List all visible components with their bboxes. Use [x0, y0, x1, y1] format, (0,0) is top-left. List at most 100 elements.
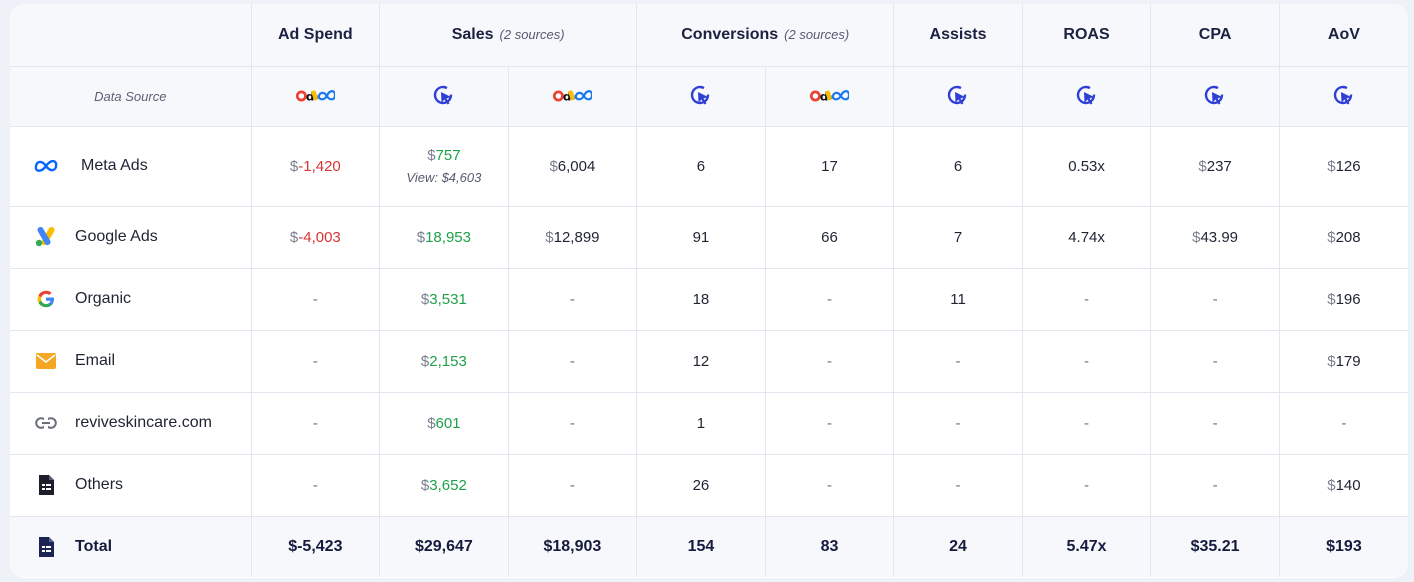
cell-ad-spend: $-1,420	[251, 126, 381, 207]
google-icon	[34, 287, 58, 311]
sales-value: 601	[435, 414, 461, 432]
currency-symbol: $	[1327, 157, 1336, 175]
ad-spend-value: -1,420	[298, 157, 341, 175]
tracker-source-icon	[946, 84, 970, 108]
aov-value: 196	[1335, 290, 1361, 308]
cell-sales: $601	[379, 392, 509, 455]
cell-sales-platform: $12,899	[508, 206, 638, 269]
cell-sales-platform: -	[508, 454, 638, 517]
channel-cell: Email	[10, 330, 252, 393]
header-conversions[interactable]: Conversions (2 sources)	[636, 4, 895, 67]
source-ad-spend	[251, 66, 381, 127]
table-row-others[interactable]: Others - $3,652 - 26 - - - - $140	[10, 454, 1408, 517]
channel-name: Google Ads	[75, 228, 158, 245]
attribution-table-card: Ad Spend Sales (2 sources) Conversions (2 …	[10, 4, 1408, 578]
aov-value: 208	[1335, 228, 1361, 246]
table-row-referral[interactable]: reviveskincare.com - $601 - 1 - - - - -	[10, 392, 1408, 455]
table-row-organic[interactable]: Organic - $3,531 - 18 - 11 - - $196	[10, 268, 1408, 331]
cell-sales-platform: -	[508, 392, 638, 455]
cell-aov: -	[1279, 392, 1408, 455]
cell-conversions: 1	[636, 392, 766, 455]
currency-symbol: $	[1327, 352, 1336, 370]
cell-assists: 6	[893, 126, 1023, 207]
header-roas[interactable]: ROAS	[1022, 4, 1152, 67]
table-row-email[interactable]: Email - $2,153 - 12 - - - - $179	[10, 330, 1408, 393]
tracker-source-icon	[1203, 84, 1227, 108]
sales-value: 3,652	[429, 476, 467, 494]
total-assists: 24	[893, 516, 1023, 577]
sales-value: 3,531	[429, 290, 467, 308]
cell-conversions: 6	[636, 126, 766, 207]
ad-spend-value: -4,003	[298, 228, 341, 246]
sales-view-value: View: $4,603	[406, 170, 482, 185]
cell-conversions-platform: 66	[765, 206, 895, 269]
cell-roas: -	[1022, 330, 1152, 393]
google-ads-icon	[34, 225, 58, 249]
currency-symbol: $	[1192, 228, 1201, 246]
cell-conversions-platform: -	[765, 454, 895, 517]
cell-sales: $3,652	[379, 454, 509, 517]
cell-sales: $2,153	[379, 330, 509, 393]
header-conversions-label: Conversions	[681, 25, 779, 43]
header-aov[interactable]: AoV	[1279, 4, 1408, 67]
document-icon	[34, 535, 58, 559]
cell-conversions-platform: -	[765, 392, 895, 455]
email-icon	[34, 349, 58, 373]
channel-cell: Meta Ads	[10, 126, 252, 207]
currency-symbol: $	[1327, 476, 1336, 494]
sales-value: 18,953	[425, 228, 471, 246]
cell-sales-platform: $6,004	[508, 126, 638, 207]
cell-roas: -	[1022, 268, 1152, 331]
cell-roas: -	[1022, 392, 1152, 455]
cell-ad-spend: $-4,003	[251, 206, 381, 269]
cell-conversions-platform: -	[765, 330, 895, 393]
cell-conversions: 18	[636, 268, 766, 331]
cell-sales-platform: -	[508, 268, 638, 331]
table-row-meta-ads[interactable]: Meta Ads $-1,420 $757 View: $4,603 $6,004…	[10, 126, 1408, 207]
total-conversions: 154	[636, 516, 766, 577]
tracker-source-icon	[1332, 84, 1356, 108]
cell-cpa: -	[1150, 454, 1280, 517]
channel-cell: Others	[10, 454, 252, 517]
cell-assists: -	[893, 392, 1023, 455]
cell-conversions-platform: 17	[765, 126, 895, 207]
source-conv-tracked	[636, 66, 766, 127]
cell-conversions-platform: -	[765, 268, 895, 331]
cell-aov: $140	[1279, 454, 1408, 517]
table-row-total: Total $-5,423 $29,647 $18,903 154 83 24 …	[10, 516, 1408, 577]
currency-symbol: $	[420, 352, 430, 370]
cell-cpa: $43.99	[1150, 206, 1280, 269]
cell-ad-spend: -	[251, 392, 381, 455]
cell-roas: -	[1022, 454, 1152, 517]
cell-ad-spend: -	[251, 330, 381, 393]
cell-ad-spend: -	[251, 268, 381, 331]
sales-value: 757	[435, 147, 461, 164]
cpa-value: 43.99	[1200, 228, 1239, 246]
data-source-row: Data Source	[10, 66, 1408, 127]
header-empty-cell	[10, 4, 252, 67]
currency-symbol: $	[427, 147, 436, 164]
cell-cpa: -	[1150, 268, 1280, 331]
attribution-table: Ad Spend Sales (2 sources) Conversions (2 …	[10, 4, 1408, 577]
sales-platform-value: 6,004	[557, 157, 596, 175]
total-roas: 5.47x	[1022, 516, 1152, 577]
header-sales[interactable]: Sales (2 sources)	[379, 4, 638, 67]
cell-aov: $126	[1279, 126, 1408, 207]
total-sales: $29,647	[379, 516, 509, 577]
currency-symbol: $	[420, 290, 430, 308]
header-ad-spend[interactable]: Ad Spend	[251, 4, 381, 67]
header-assists[interactable]: Assists	[893, 4, 1023, 67]
cell-conversions: 26	[636, 454, 766, 517]
currency-symbol: $	[1327, 290, 1336, 308]
header-sales-label: Sales	[451, 25, 494, 43]
cell-aov: $208	[1279, 206, 1408, 269]
channel-cell: reviveskincare.com	[10, 392, 252, 455]
channel-name: Total	[75, 537, 113, 555]
source-aov	[1279, 66, 1408, 127]
table-row-google-ads[interactable]: Google Ads $-4,003 $18,953 $12,899 91 66…	[10, 206, 1408, 269]
cell-assists: -	[893, 330, 1023, 393]
data-source-label: Data Source	[94, 88, 167, 104]
header-cpa[interactable]: CPA	[1150, 4, 1280, 67]
cpa-value: 237	[1206, 157, 1232, 175]
currency-symbol: $	[289, 228, 299, 246]
